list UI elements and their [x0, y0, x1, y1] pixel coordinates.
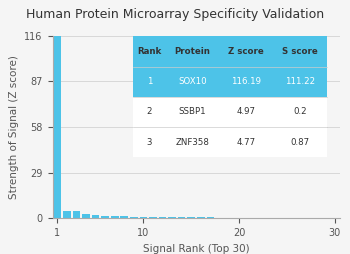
Bar	[82, 214, 90, 218]
Bar	[130, 217, 138, 218]
Bar	[166, 127, 219, 157]
Bar	[101, 216, 109, 218]
X-axis label: Signal Rank (Top 30): Signal Rank (Top 30)	[143, 244, 249, 254]
Bar	[219, 97, 273, 127]
Y-axis label: Strength of Signal (Z score): Strength of Signal (Z score)	[9, 55, 19, 199]
Bar	[168, 217, 176, 218]
Text: 4.77: 4.77	[237, 138, 256, 147]
Bar	[120, 216, 128, 218]
Text: 2: 2	[147, 107, 152, 116]
Bar	[197, 217, 205, 218]
Bar	[273, 37, 327, 67]
Bar	[133, 127, 166, 157]
Bar	[166, 37, 219, 67]
Bar	[111, 216, 119, 218]
Bar	[92, 215, 99, 218]
Bar	[72, 211, 80, 218]
Text: SSBP1: SSBP1	[178, 107, 206, 116]
Bar	[273, 97, 327, 127]
Bar	[63, 211, 71, 218]
Text: 4.97: 4.97	[237, 107, 256, 116]
Text: SOX10: SOX10	[178, 77, 207, 86]
Bar	[159, 217, 166, 218]
Bar	[54, 35, 61, 218]
Text: Protein: Protein	[175, 47, 210, 56]
Bar	[166, 67, 219, 97]
Text: 116.19: 116.19	[231, 77, 261, 86]
Text: 3: 3	[147, 138, 152, 147]
Bar	[133, 67, 166, 97]
Bar	[140, 217, 147, 218]
Text: ZNF358: ZNF358	[175, 138, 209, 147]
Bar	[133, 37, 166, 67]
Text: Z score: Z score	[228, 47, 264, 56]
Bar	[219, 37, 273, 67]
Text: 1: 1	[147, 77, 152, 86]
Bar	[149, 217, 157, 218]
Text: Rank: Rank	[137, 47, 162, 56]
Bar	[133, 97, 166, 127]
Text: S score: S score	[282, 47, 318, 56]
Bar	[219, 67, 273, 97]
Text: 0.2: 0.2	[293, 107, 307, 116]
Bar	[187, 217, 195, 218]
Bar	[206, 217, 214, 218]
Bar	[273, 67, 327, 97]
Text: 111.22: 111.22	[285, 77, 315, 86]
Bar	[219, 127, 273, 157]
Bar	[178, 217, 186, 218]
Bar	[166, 97, 219, 127]
Text: Human Protein Microarray Specificity Validation: Human Protein Microarray Specificity Val…	[26, 8, 324, 21]
Text: 0.87: 0.87	[290, 138, 310, 147]
Bar	[273, 127, 327, 157]
